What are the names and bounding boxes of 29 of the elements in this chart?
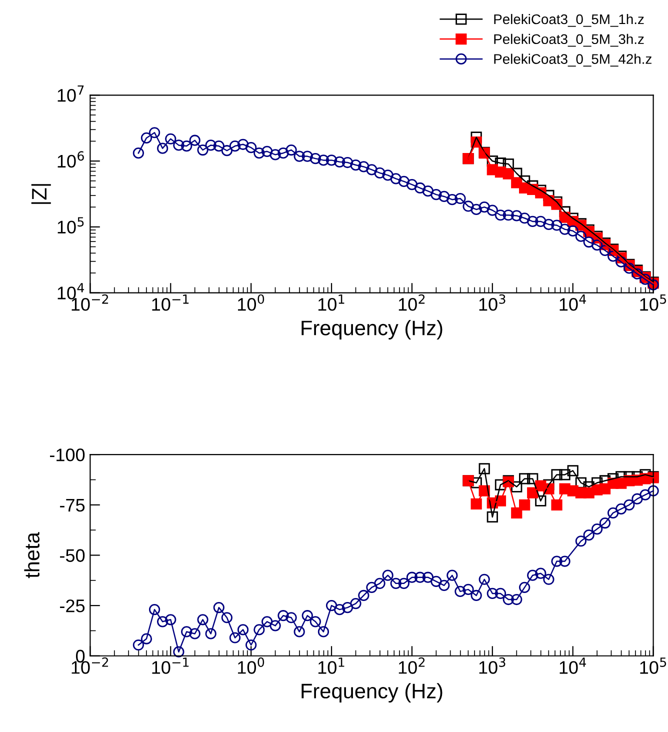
y-tick-label: 10$^{4}$ xyxy=(58,283,84,300)
y-tick-label: -100 xyxy=(50,448,85,462)
x-tick-label: 10$^{0}$ xyxy=(238,294,264,311)
x-tick-label: 10$^{4}$ xyxy=(560,658,586,674)
x-tick-label: 10$^{−1}$ xyxy=(152,294,189,311)
y-tick-label: 10$^{6}$ xyxy=(58,151,84,168)
legend-label: PelekiCoat3_0_5M_42h.z xyxy=(494,54,652,67)
y-tick-label: 10$^{5}$ xyxy=(58,217,84,234)
x-tick-label: 10$^{2}$ xyxy=(398,657,425,674)
y-axis-title: |Z| xyxy=(31,184,51,204)
y-tick-label: 10$^{7}$ xyxy=(58,85,84,102)
legend-label: PelekiCoat3_0_5M_1h.z xyxy=(494,14,644,27)
legend-label: PelekiCoat3_0_5M_3h.z xyxy=(494,34,644,47)
x-tick-label: 10$^{1}$ xyxy=(318,294,344,311)
x-tick-label: 10$^{5}$ xyxy=(640,294,666,311)
y-tick-label: -25 xyxy=(60,599,85,612)
x-tick-label: 10$^{2}$ xyxy=(398,294,425,311)
x-tick-label: 10$^{4}$ xyxy=(560,294,586,311)
y-axis-title: theta xyxy=(24,532,40,578)
y-tick-label: -75 xyxy=(60,499,85,512)
x-tick-label: 10$^{5}$ xyxy=(640,658,666,674)
x-tick-label: 10$^{3}$ xyxy=(479,657,506,674)
x-axis-title: Frequency (Hz) xyxy=(302,683,442,703)
x-tick-label: 10$^{0}$ xyxy=(238,657,264,674)
x-tick-label: 10$^{1}$ xyxy=(318,658,344,674)
y-tick-label: -50 xyxy=(60,549,85,562)
x-tick-label: 10$^{−1}$ xyxy=(152,658,189,674)
x-tick-label: 10$^{3}$ xyxy=(479,294,506,311)
x-axis-title: Frequency (Hz) xyxy=(302,320,442,340)
